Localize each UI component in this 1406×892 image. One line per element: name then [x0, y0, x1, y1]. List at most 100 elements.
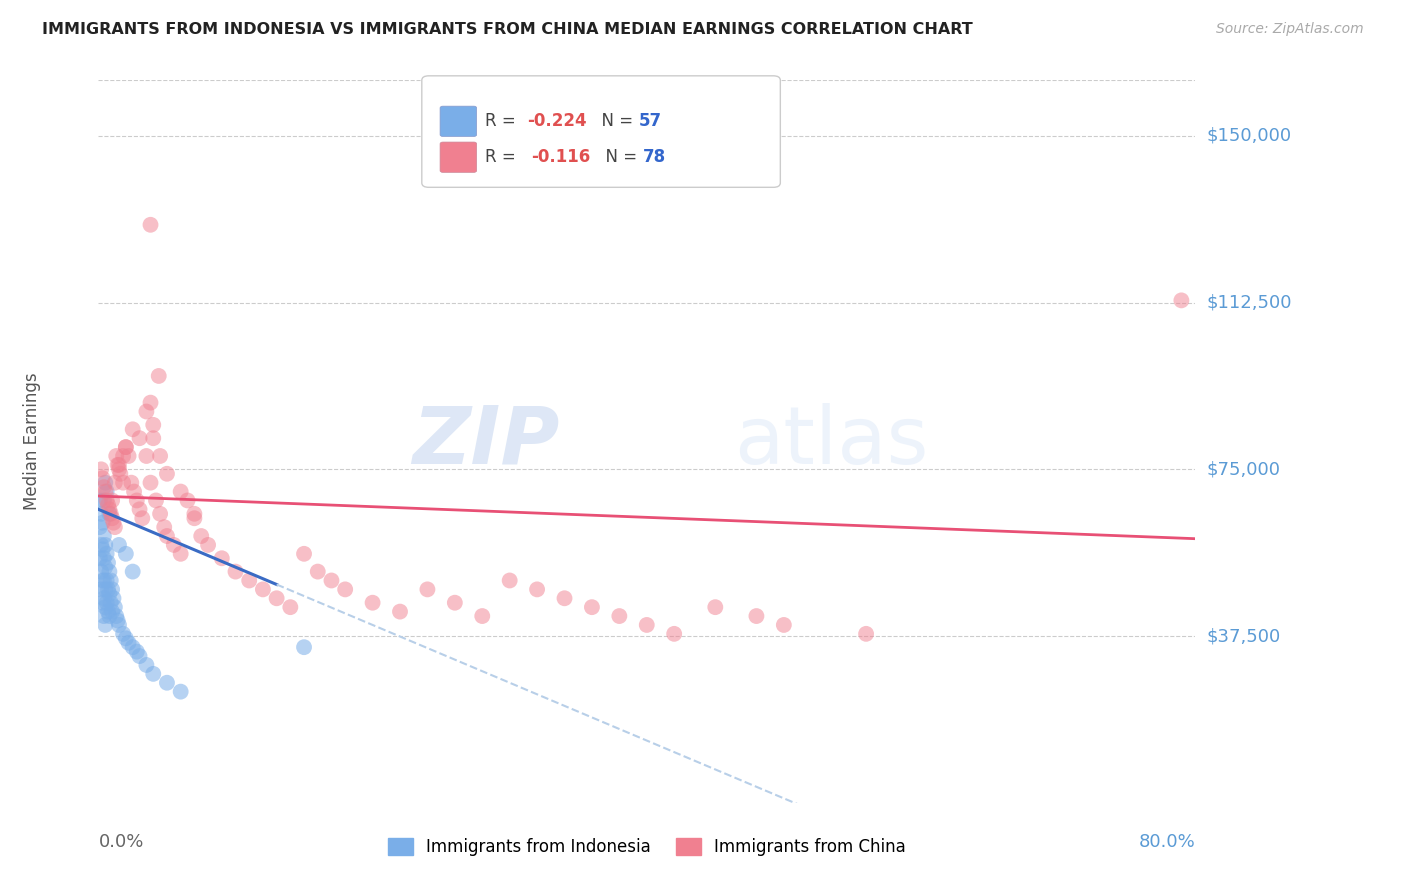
Point: [115, 440, 138, 454]
Text: R =: R =: [485, 148, 526, 166]
Point: [108, 462, 131, 476]
Point: [176, 493, 198, 508]
Point: [91, 516, 114, 530]
Text: N =: N =: [595, 148, 643, 166]
Point: [128, 502, 150, 516]
Point: [135, 404, 157, 418]
Point: [190, 529, 212, 543]
Point: [89, 551, 111, 566]
Point: [117, 449, 139, 463]
Point: [121, 640, 143, 655]
Point: [115, 632, 138, 646]
Point: [105, 609, 128, 624]
Point: [97, 605, 120, 619]
Text: IMMIGRANTS FROM INDONESIA VS IMMIGRANTS FROM CHINA MEDIAN EARNINGS CORRELATION C: IMMIGRANTS FROM INDONESIA VS IMMIGRANTS …: [42, 22, 973, 37]
Point: [97, 556, 120, 570]
Point: [94, 538, 117, 552]
Text: 0.0%: 0.0%: [98, 833, 143, 851]
Point: [97, 582, 120, 597]
Point: [90, 582, 112, 597]
Point: [94, 582, 117, 597]
Point: [90, 565, 112, 579]
Point: [93, 480, 115, 494]
Point: [335, 582, 357, 597]
Text: N =: N =: [591, 112, 638, 130]
Point: [153, 520, 176, 534]
Point: [93, 591, 115, 606]
Point: [125, 645, 148, 659]
Point: [94, 475, 117, 490]
Point: [96, 493, 118, 508]
Point: [94, 600, 117, 615]
Point: [745, 609, 768, 624]
Point: [149, 449, 172, 463]
Point: [170, 684, 193, 698]
Point: [93, 574, 115, 588]
Point: [197, 538, 219, 552]
Point: [156, 675, 179, 690]
Point: [121, 422, 143, 436]
Point: [104, 475, 127, 490]
Text: $112,500: $112,500: [1206, 293, 1292, 311]
Point: [142, 417, 165, 432]
Point: [139, 475, 162, 490]
Point: [121, 565, 143, 579]
Point: [156, 529, 179, 543]
Point: [105, 449, 128, 463]
Point: [93, 493, 115, 508]
Point: [170, 484, 193, 499]
Point: [773, 618, 796, 632]
Point: [704, 600, 727, 615]
Point: [108, 618, 131, 632]
Point: [112, 449, 135, 463]
Point: [128, 431, 150, 445]
Point: [93, 551, 115, 566]
Point: [91, 542, 114, 557]
Point: [128, 649, 150, 664]
Point: [499, 574, 522, 588]
Point: [135, 657, 157, 672]
Text: Source: ZipAtlas.com: Source: ZipAtlas.com: [1216, 22, 1364, 37]
Point: [145, 493, 167, 508]
Point: [238, 574, 260, 588]
Point: [94, 560, 117, 574]
Point: [183, 507, 205, 521]
Point: [554, 591, 576, 606]
Point: [103, 516, 125, 530]
Text: $37,500: $37,500: [1206, 627, 1281, 645]
Point: [100, 507, 122, 521]
Point: [96, 547, 118, 561]
Point: [100, 596, 122, 610]
Point: [104, 520, 127, 534]
Point: [120, 475, 142, 490]
Point: [211, 551, 233, 566]
Point: [388, 605, 412, 619]
Text: $150,000: $150,000: [1206, 127, 1291, 145]
Point: [361, 596, 384, 610]
Point: [581, 600, 603, 615]
Point: [609, 609, 631, 624]
Point: [94, 484, 117, 499]
Point: [96, 574, 118, 588]
Point: [97, 498, 120, 512]
Point: [321, 574, 343, 588]
Point: [96, 596, 118, 610]
Point: [636, 618, 658, 632]
Point: [103, 591, 125, 606]
Point: [115, 440, 138, 454]
Point: [416, 582, 439, 597]
Point: [107, 614, 129, 628]
Point: [131, 511, 153, 525]
Point: [148, 368, 170, 383]
Point: [90, 538, 112, 552]
Point: [142, 431, 165, 445]
Point: [115, 547, 138, 561]
Text: 57: 57: [638, 112, 661, 130]
Point: [125, 493, 148, 508]
Point: [135, 449, 157, 463]
Point: [292, 547, 315, 561]
Point: [117, 636, 139, 650]
Point: [91, 471, 114, 485]
Point: [149, 507, 172, 521]
Point: [139, 395, 162, 409]
